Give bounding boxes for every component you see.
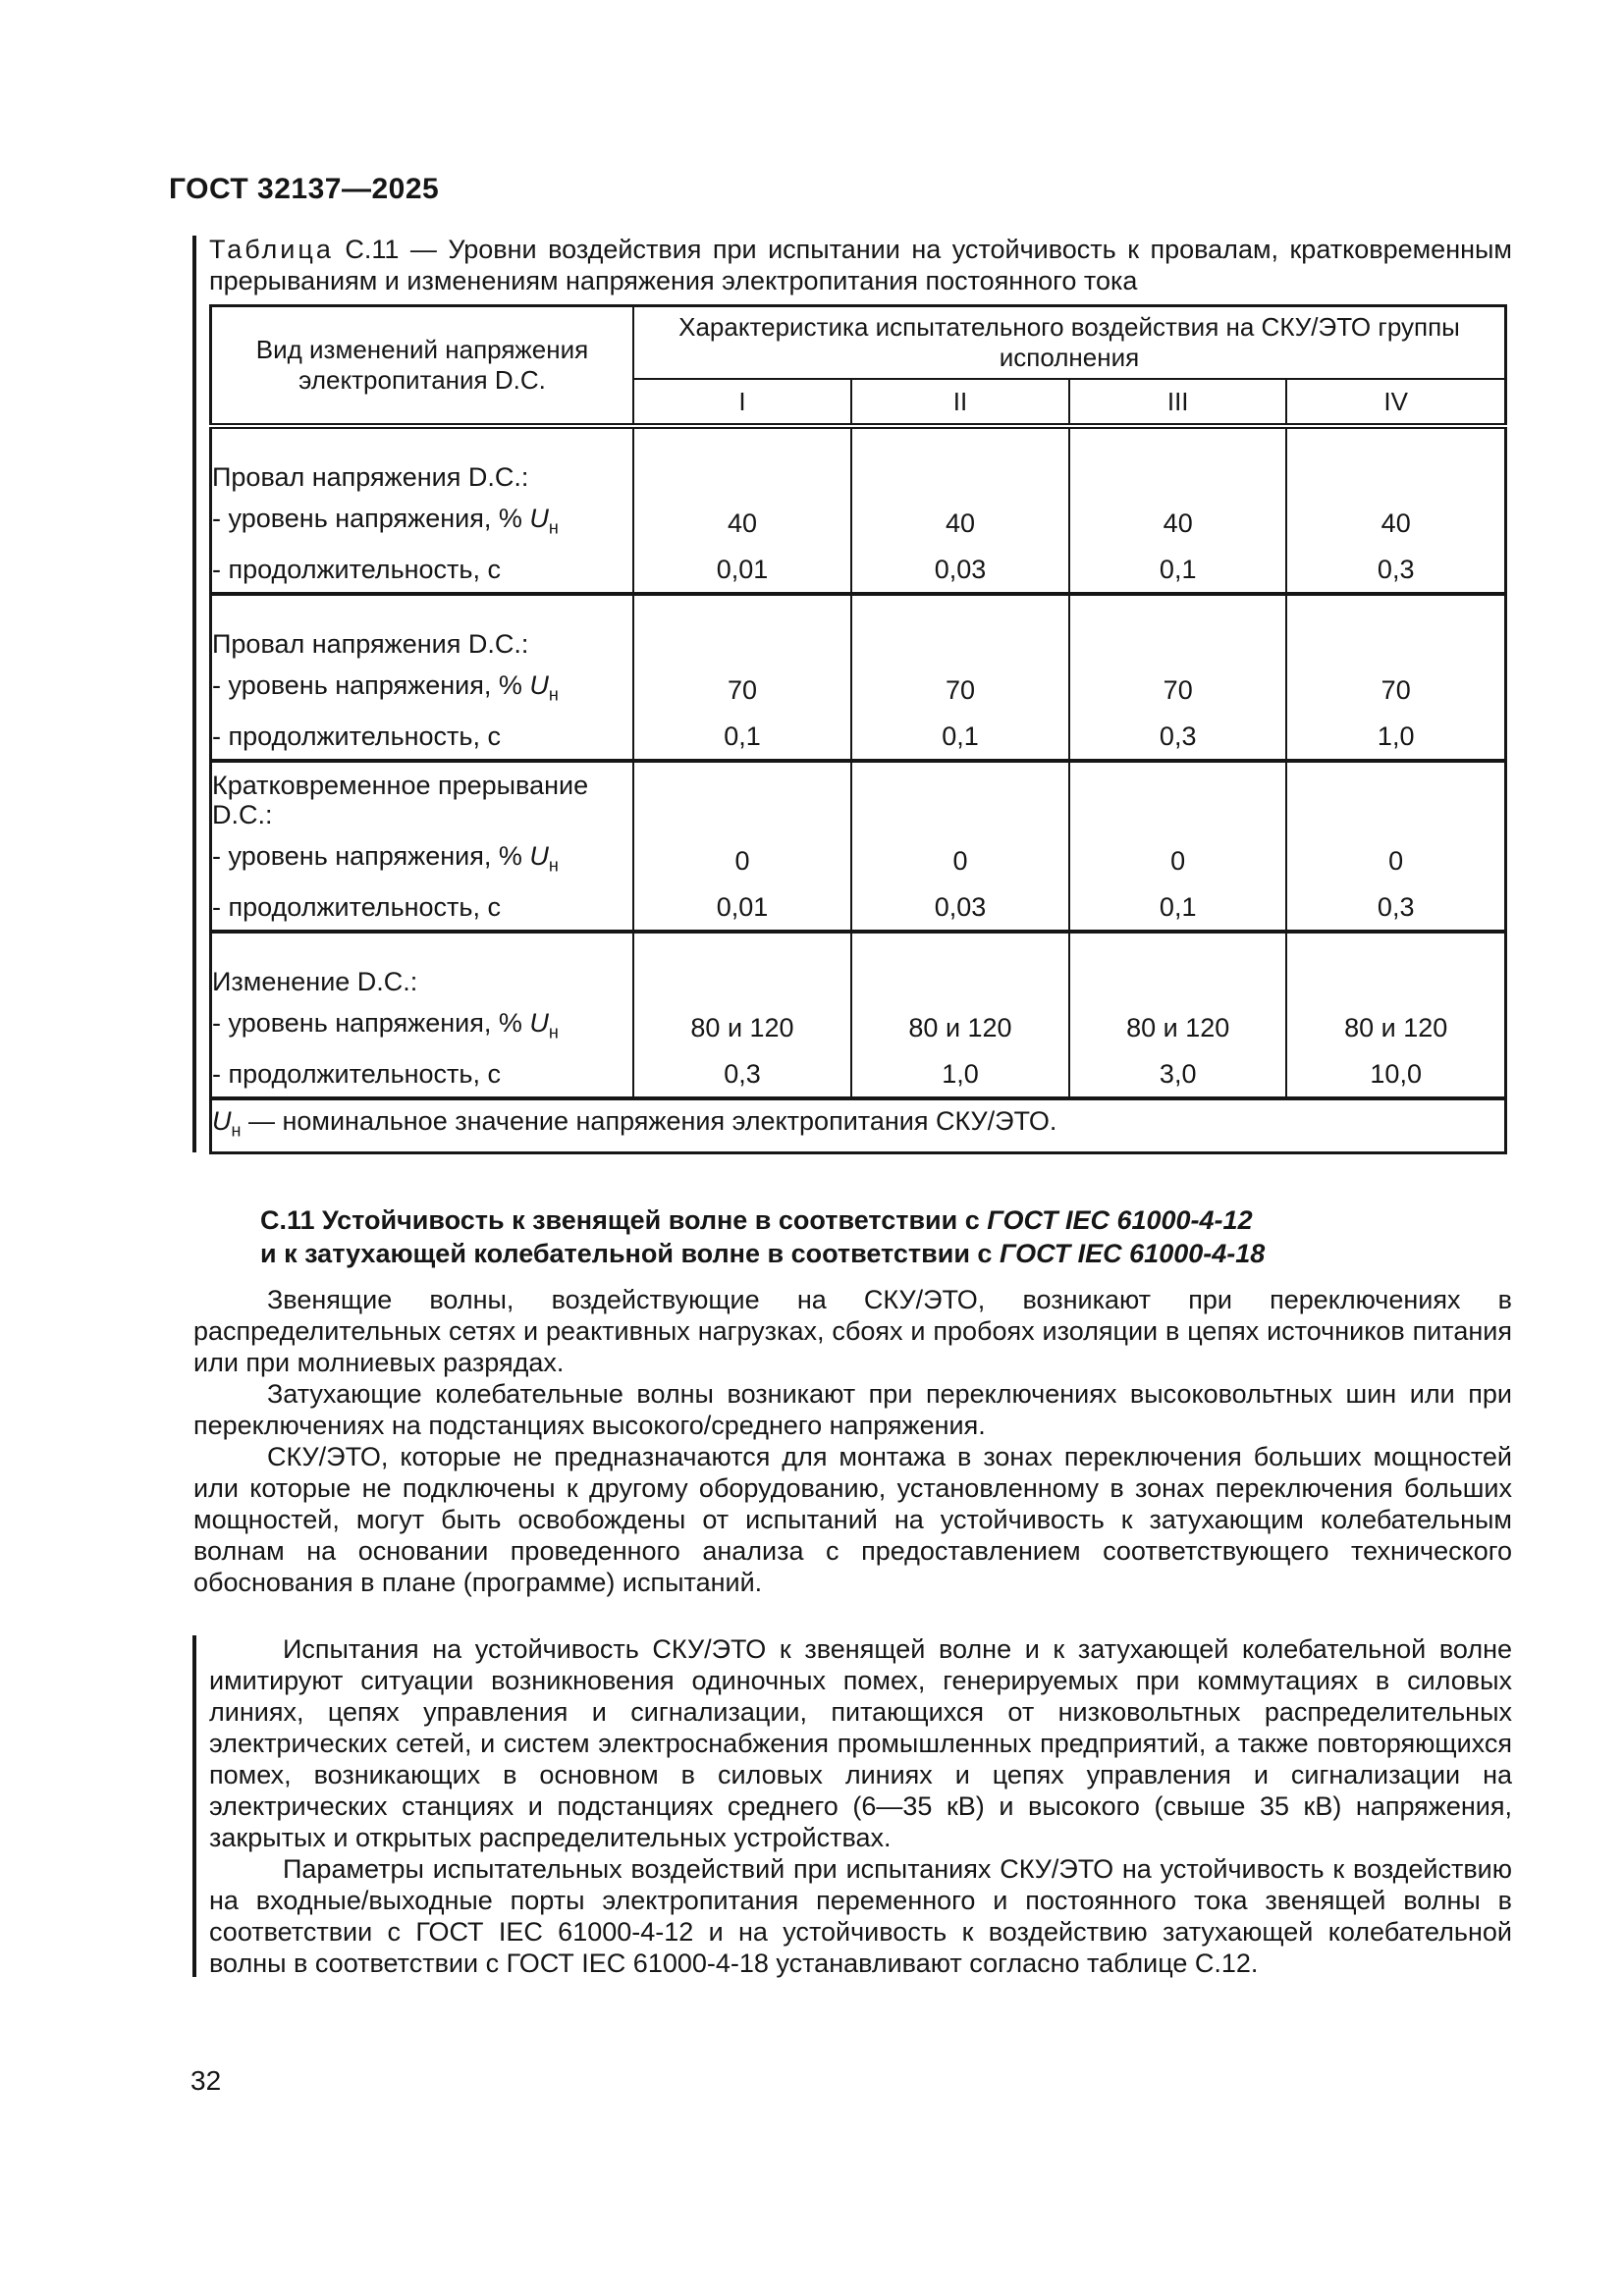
page-number: 32 [190, 2065, 222, 2096]
table-row: - продолжительность, с 0,3 1,0 3,0 10,0 [209, 1050, 1507, 1100]
cell-value: 0,3 [1285, 883, 1507, 934]
table-section-dip1: Провал напряжения D.C.: - уровень напряж… [209, 426, 1507, 596]
paragraph: Испытания на устойчивость СКУ/ЭТО к звен… [209, 1634, 1512, 1852]
cell-value: 0,1 [632, 713, 852, 763]
table-section-dip2: Провал напряжения D.C.: - уровень напряж… [209, 594, 1507, 763]
table-row: - продолжительность, с 0,1 0,1 0,3 1,0 [209, 713, 1507, 763]
table-row: - продолжительность, с 0,01 0,03 0,1 0,3 [209, 883, 1507, 934]
cell-value: 0,3 [1067, 713, 1288, 763]
cell-value: 0,1 [850, 713, 1070, 763]
change-bar [192, 1635, 196, 1977]
row-label: - уровень напряжения, % Uн [209, 1004, 634, 1050]
cell-value: 0 [850, 837, 1070, 883]
marked-paragraph-block: Испытания на устойчивость СКУ/ЭТО к звен… [192, 1633, 1512, 1979]
cell-value: 70 [1067, 667, 1288, 713]
table-footnote: Uн — номинальное значение напряжения эле… [212, 1106, 1057, 1141]
cell-value: 40 [1285, 500, 1507, 546]
row-label: - продолжительность, с [209, 1050, 634, 1100]
section-heading: С.11 Устойчивость к звенящей волне в соо… [260, 1205, 1266, 1268]
column-header-group-iii: III [1067, 379, 1288, 429]
row-label: - уровень напряжения, % Uн [209, 837, 634, 883]
row-label: - продолжительность, с [209, 713, 634, 763]
row-label: - уровень напряжения, % Uн [209, 667, 634, 713]
cell-value: 10,0 [1285, 1050, 1507, 1100]
standard-reference: ГОСТ IEC 61000-4-12 [987, 1205, 1253, 1235]
row-label: Кратковременное прерывание D.C.: [209, 761, 634, 837]
row-label: Провал напряжения D.C.: [209, 594, 634, 667]
page-content: Таблица С.11 — Уровни воздействия при ис… [192, 234, 1512, 1979]
table-row: Кратковременное прерывание D.C.: [209, 761, 1507, 837]
column-header-kind: Вид изменений напряжения электропитания … [209, 305, 634, 429]
table-row: - уровень напряжения, % Uн 80 и 120 80 и… [209, 1004, 1507, 1050]
column-header-group-iv: IV [1285, 379, 1507, 429]
row-label: Провал напряжения D.C.: [209, 426, 634, 500]
table-row: - уровень напряжения, % Uн 70 70 70 70 [209, 667, 1507, 713]
cell-value: 40 [1067, 500, 1288, 546]
table-header-row: Вид изменений напряжения электропитания … [209, 305, 1507, 429]
standard-reference: ГОСТ IEC 61000-4-18 [999, 1239, 1266, 1268]
table-subheader-row: I II III IV [211, 379, 1507, 429]
table-row: Провал напряжения D.C.: [209, 426, 1507, 500]
cell-value: 0,3 [632, 1050, 852, 1100]
cell-value: 0,03 [850, 883, 1070, 934]
cell-value: 70 [1285, 667, 1507, 713]
change-bar [192, 236, 196, 1152]
cell-value: 0,01 [632, 883, 852, 934]
cell-value: 0,1 [1067, 883, 1288, 934]
cell-value: 40 [850, 500, 1070, 546]
cell-value: 0 [1067, 837, 1288, 883]
cell-value: 70 [850, 667, 1070, 713]
table-row: - уровень напряжения, % Uн 40 40 40 40 [209, 500, 1507, 546]
cell-value: 3,0 [1067, 1050, 1288, 1100]
document-number-header: ГОСТ 32137—2025 [169, 173, 440, 205]
row-label: - уровень напряжения, % Uн [209, 500, 634, 546]
cell-value: 80 и 120 [1067, 1004, 1288, 1050]
table-foot: Uн — номинальное значение напряжения эле… [211, 1098, 1506, 1153]
cell-value: 0,3 [1285, 546, 1507, 596]
paragraph: СКУ/ЭТО, которые не предназначаются для … [193, 1442, 1512, 1597]
cell-value: 1,0 [1285, 713, 1507, 763]
paragraph: Звенящие волны, воздействующие на СКУ/ЭТ… [193, 1285, 1512, 1377]
table-row: - уровень напряжения, % Uн 0 0 0 0 [209, 837, 1507, 883]
table-row: - продолжительность, с 0,01 0,03 0,1 0,3 [209, 546, 1507, 596]
cell-value: 1,0 [850, 1050, 1070, 1100]
column-header-group-ii: II [850, 379, 1070, 429]
cell-value: 70 [632, 667, 852, 713]
cell-value: 0,03 [850, 546, 1070, 596]
cell-value: 80 и 120 [850, 1004, 1070, 1050]
table-row: Провал напряжения D.C.: [209, 594, 1507, 667]
table-footnote-row: Uн — номинальное значение напряжения эле… [211, 1098, 1506, 1153]
row-label: - продолжительность, с [209, 883, 634, 934]
column-header-group-i: I [632, 379, 852, 429]
table-section-interruption: Кратковременное прерывание D.C.: - урове… [209, 761, 1507, 934]
cell-value: 0 [632, 837, 852, 883]
cell-value: 0 [1285, 837, 1507, 883]
cell-value: 0,01 [632, 546, 852, 596]
cell-value: 0,1 [1067, 546, 1288, 596]
levels-table: Вид изменений напряжения электропитания … [209, 304, 1507, 1154]
row-label: Изменение D.C.: [209, 932, 634, 1004]
table-caption-text: С.11 — Уровни воздействия при испытании … [209, 235, 1512, 295]
table-caption: Таблица С.11 — Уровни воздействия при ис… [209, 234, 1512, 296]
table-caption-label: Таблица [209, 235, 334, 264]
table-row: Изменение D.C.: [209, 932, 1507, 1004]
table-section-variation: Изменение D.C.: - уровень напряжения, % … [209, 932, 1507, 1100]
column-group-header: Характеристика испытательного воздействи… [632, 305, 1507, 380]
paragraph: Затухающие колебательные волны возникают… [193, 1379, 1512, 1440]
table-head: Вид изменений напряжения электропитания … [209, 305, 1507, 429]
cell-value: 80 и 120 [1285, 1004, 1507, 1050]
cell-value: 40 [632, 500, 852, 546]
row-label: - продолжительность, с [209, 546, 634, 596]
table-block: Таблица С.11 — Уровни воздействия при ис… [192, 234, 1512, 1154]
cell-value: 80 и 120 [632, 1004, 852, 1050]
paragraph: Параметры испытательных воздействий при … [209, 1854, 1512, 1978]
